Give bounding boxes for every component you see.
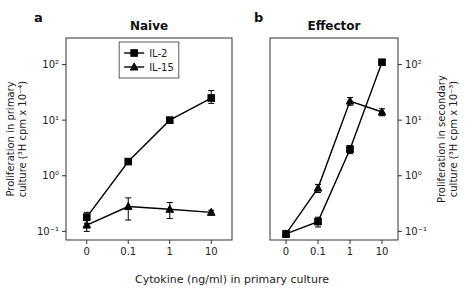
y-tick bbox=[62, 64, 66, 65]
y-tick bbox=[398, 120, 402, 121]
y-tick-label: 10¹ bbox=[42, 115, 59, 126]
error-bar bbox=[167, 203, 173, 219]
y-axis-label-line: culture (³H cpm x 10⁻³) bbox=[448, 81, 459, 198]
panel-title: Effector bbox=[307, 19, 360, 33]
data-point bbox=[346, 97, 354, 104]
data-point bbox=[315, 218, 322, 225]
x-axis-label: Cytokine (ng/ml) in primary culture bbox=[135, 273, 329, 286]
x-tick bbox=[128, 240, 129, 244]
data-point bbox=[379, 59, 386, 66]
x-tick bbox=[382, 240, 383, 244]
x-tick-label: 0 bbox=[84, 246, 90, 257]
x-tick-label: 10 bbox=[376, 246, 389, 257]
data-point bbox=[207, 208, 215, 215]
plot-area bbox=[282, 59, 386, 237]
x-tick-label: 1 bbox=[167, 246, 173, 257]
y-tick-label: 10⁰ bbox=[405, 170, 422, 181]
error-bar bbox=[208, 91, 214, 104]
x-tick-label: 0.1 bbox=[310, 246, 326, 257]
data-point bbox=[83, 221, 91, 228]
data-point bbox=[83, 214, 90, 221]
error-bar bbox=[347, 146, 353, 154]
data-point bbox=[282, 230, 290, 237]
x-tick bbox=[318, 240, 319, 244]
x-tick-label: 0.1 bbox=[120, 246, 136, 257]
error-bar bbox=[315, 217, 321, 227]
series-line bbox=[286, 101, 382, 234]
legend-marker bbox=[130, 63, 138, 70]
series-line bbox=[286, 62, 382, 234]
x-tick bbox=[169, 240, 170, 244]
data-point bbox=[125, 158, 132, 165]
data-point bbox=[378, 108, 386, 115]
error-bar bbox=[315, 184, 321, 192]
y-tick bbox=[62, 120, 66, 121]
plot-frame bbox=[66, 38, 232, 240]
data-point bbox=[166, 205, 174, 212]
y-tick bbox=[62, 231, 66, 232]
error-bar bbox=[84, 220, 90, 231]
series-line bbox=[87, 207, 212, 226]
series-line bbox=[87, 98, 212, 217]
legend-marker bbox=[131, 50, 138, 57]
y-tick bbox=[398, 231, 402, 232]
y-axis-label-line: Proliferation in primary bbox=[5, 81, 16, 196]
y-axis-label-line: Proliferation in secondary bbox=[436, 75, 447, 203]
data-point bbox=[124, 202, 132, 209]
y-tick-label: 10⁻¹ bbox=[37, 226, 59, 237]
legend-frame bbox=[119, 42, 179, 78]
panel-title: Naive bbox=[130, 19, 168, 33]
panel-label: a bbox=[34, 10, 43, 25]
x-tick bbox=[211, 240, 212, 244]
plot-frame bbox=[270, 38, 398, 240]
plot-area bbox=[83, 91, 215, 232]
y-axis-label: Proliferation in primaryculture (³H cpm … bbox=[5, 81, 28, 198]
x-tick bbox=[86, 240, 87, 244]
data-point bbox=[314, 184, 322, 191]
y-tick-label: 10² bbox=[405, 59, 422, 70]
data-point bbox=[166, 117, 173, 124]
data-point bbox=[208, 95, 215, 102]
y-axis-label-line: culture (³H cpm x 10⁻⁴) bbox=[17, 81, 28, 198]
x-tick bbox=[286, 240, 287, 244]
panel-label: b bbox=[254, 10, 263, 25]
data-point bbox=[347, 146, 354, 153]
y-tick bbox=[398, 175, 402, 176]
x-tick-label: 10 bbox=[205, 246, 218, 257]
chart: 10⁻¹10⁰10¹10²00.1110Proliferation in pri… bbox=[0, 0, 474, 293]
legend-label: IL-15 bbox=[149, 62, 174, 73]
y-axis-label: Proliferation in secondaryculture (³H cp… bbox=[436, 75, 459, 203]
error-bar bbox=[125, 198, 131, 220]
y-tick bbox=[62, 175, 66, 176]
error-bar bbox=[379, 109, 385, 116]
data-point bbox=[283, 231, 290, 238]
y-tick-label: 10⁻¹ bbox=[405, 226, 427, 237]
y-tick-label: 10² bbox=[42, 59, 59, 70]
y-tick-label: 10⁰ bbox=[42, 170, 59, 181]
legend-label: IL-2 bbox=[149, 48, 167, 59]
x-tick-label: 0 bbox=[283, 246, 289, 257]
y-tick-label: 10¹ bbox=[405, 115, 422, 126]
legend: IL-2 IL-15 bbox=[119, 42, 179, 78]
x-tick-label: 1 bbox=[347, 246, 353, 257]
error-bar bbox=[347, 98, 353, 106]
y-tick bbox=[398, 64, 402, 65]
x-tick bbox=[350, 240, 351, 244]
